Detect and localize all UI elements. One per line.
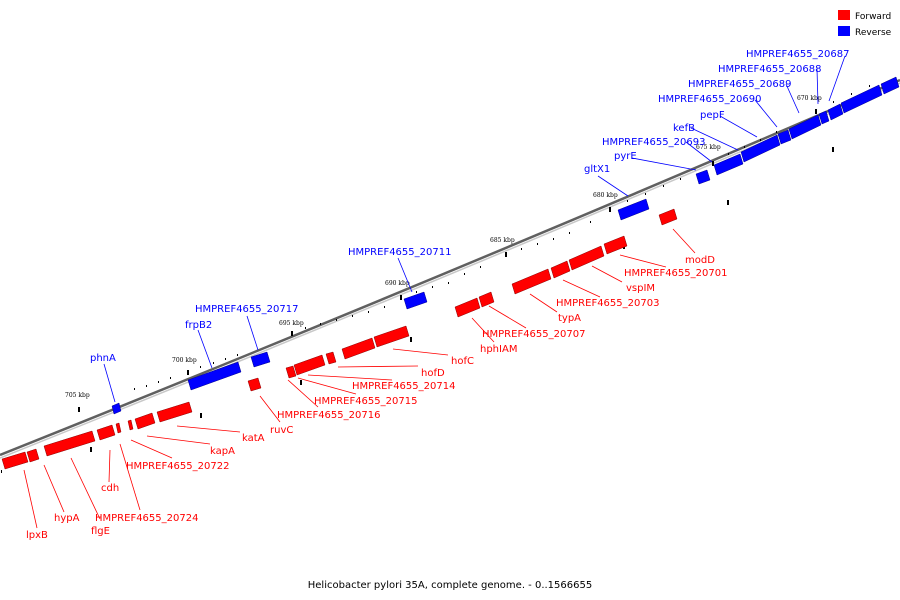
gene-block-pyrE[interactable] [695,169,711,185]
tick-marks [1,85,870,473]
genome-caption: Helicobacter pylori 35A, complete genome… [308,580,592,591]
gene-block-vspIM[interactable] [568,245,605,271]
gene-label-HMPREF4655_20717[interactable]: HMPREF4655_20717 [195,304,298,315]
gene-block-kefB[interactable] [740,134,781,163]
gene-label-HMPREF4655_20716[interactable]: HMPREF4655_20716 [277,410,380,421]
gene-block-hphIAM[interactable] [454,297,481,318]
gene-label-vspIM[interactable]: vspIM [626,283,655,294]
legend-label-reverse: Reverse [855,28,892,38]
gene-block-HMPREF4655_20689[interactable] [818,110,830,125]
gene-block-HMPREF4655_20724[interactable] [115,422,122,434]
gene-label-cdh[interactable]: cdh [101,483,119,494]
gene-label-kefB[interactable]: kefB [673,123,695,134]
gene-label-hypA[interactable]: hypA [54,513,80,524]
gene-label-HMPREF4655_20722[interactable]: HMPREF4655_20722 [126,461,229,472]
legend-swatch-reverse [838,26,850,36]
gene-label-katA[interactable]: katA [242,433,265,444]
gene-block-HMPREF4655_20707[interactable] [478,291,495,308]
gene-block-HMPREF4655_20687[interactable] [840,84,883,114]
gene-label-HMPREF4655_20703[interactable]: HMPREF4655_20703 [556,298,659,309]
gene-label-HMPREF4655_20714[interactable]: HMPREF4655_20714 [352,381,455,392]
gene-label-HMPREF4655_20707[interactable]: HMPREF4655_20707 [482,329,585,340]
gene-block-kapA[interactable] [134,412,156,430]
gene-block-HMPREF4655_20722[interactable] [127,419,134,431]
gene-block-modD[interactable] [658,208,678,226]
gene-block-reverse[interactable] [880,76,900,95]
tick-label: 695 kbp [279,320,304,327]
tick-label: 705 kbp [65,392,90,399]
gene-label-HMPREF4655_20687[interactable]: HMPREF4655_20687 [746,49,849,60]
gene-label-HMPREF4655_20724[interactable]: HMPREF4655_20724 [95,513,198,524]
gene-label-kapA[interactable]: kapA [210,446,235,457]
gene-block-HMPREF4655_20711[interactable] [403,291,428,310]
gene-block-gltX1[interactable] [617,198,650,221]
gene-label-gltX1[interactable]: gltX1 [584,164,610,175]
forward-leader-lines [23,228,696,529]
gene-label-hofC[interactable]: hofC [451,356,474,367]
gene-block-hofC[interactable] [373,325,410,348]
reverse-leader-lines [103,55,846,403]
tick-label: 700 kbp [172,357,197,364]
gene-block-HMPREF4655_20714[interactable] [325,351,337,365]
gene-block-typA[interactable] [511,268,552,295]
gene-label-typA[interactable]: typA [558,313,581,324]
tick-label: 680 kbp [593,192,618,199]
gene-block-cdh[interactable] [96,424,116,441]
gene-label-hphIAM[interactable]: hphIAM [480,344,517,355]
genome-backbone [0,78,900,457]
gene-label-hofD[interactable]: hofD [421,368,445,379]
gene-block-frpB2[interactable] [187,361,242,391]
gene-block-phnA[interactable] [111,402,122,415]
reverse-genes [111,76,900,415]
gene-block-HMPREF4655_20716[interactable] [285,365,297,379]
gene-label-ruvC[interactable]: ruvC [270,425,293,436]
gene-block-HMPREF4655_20715[interactable] [293,354,326,376]
forward-gene-labels: lpxB hypA flgE cdh HMPREF4655_20724 HMPR… [26,255,727,541]
gene-block-HMPREF4655_20717[interactable] [250,351,271,368]
gene-label-frpB2[interactable]: frpB2 [185,320,212,331]
gene-label-modD[interactable]: modD [685,255,715,266]
tick-label: 685 kbp [490,237,515,244]
tick-label: 670 kbp [797,95,822,102]
gene-label-phnA[interactable]: phnA [90,353,116,364]
reverse-gene-labels: phnA frpB2 HMPREF4655_20717 HMPREF4655_2… [90,49,849,364]
tick-label: 675 kbp [696,144,721,151]
gene-label-HMPREF4655_20690[interactable]: HMPREF4655_20690 [658,94,761,105]
gene-block-HMPREF4655_20693[interactable] [713,153,744,176]
gene-block-flgE[interactable] [43,430,96,457]
gene-block-HMPREF4655_20703[interactable] [550,260,571,279]
gene-block-HMPREF4655_20701[interactable] [603,235,628,255]
gene-block-HMPREF4655_20690[interactable] [788,114,822,140]
gene-label-HMPREF4655_20715[interactable]: HMPREF4655_20715 [314,396,417,407]
legend: Forward Reverse [838,10,892,38]
gene-label-HMPREF4655_20693[interactable]: HMPREF4655_20693 [602,137,705,148]
gene-block-pepF[interactable] [777,129,792,145]
legend-label-forward: Forward [855,12,891,22]
gene-label-HMPREF4655_20689[interactable]: HMPREF4655_20689 [688,79,791,90]
gene-block-ruvC[interactable] [247,377,262,392]
gene-block-hypA[interactable] [26,448,40,463]
gene-block-lpxB[interactable] [1,451,29,470]
gene-label-flgE[interactable]: flgE [91,526,110,537]
gene-block-HMPREF4655_20688[interactable] [827,103,844,121]
gene-label-pyrE[interactable]: pyrE [614,151,637,162]
gene-block-katA[interactable] [156,401,193,423]
gene-block-hofD[interactable] [341,337,376,360]
gene-label-HMPREF4655_20688[interactable]: HMPREF4655_20688 [718,64,821,75]
gene-label-lpxB[interactable]: lpxB [26,530,48,541]
gene-label-HMPREF4655_20701[interactable]: HMPREF4655_20701 [624,268,727,279]
gene-label-pepF[interactable]: pepF [700,110,725,121]
forward-genes [1,208,678,470]
legend-swatch-forward [838,10,850,20]
gene-label-HMPREF4655_20711[interactable]: HMPREF4655_20711 [348,247,451,258]
tick-label: 690 kbp [385,280,410,287]
